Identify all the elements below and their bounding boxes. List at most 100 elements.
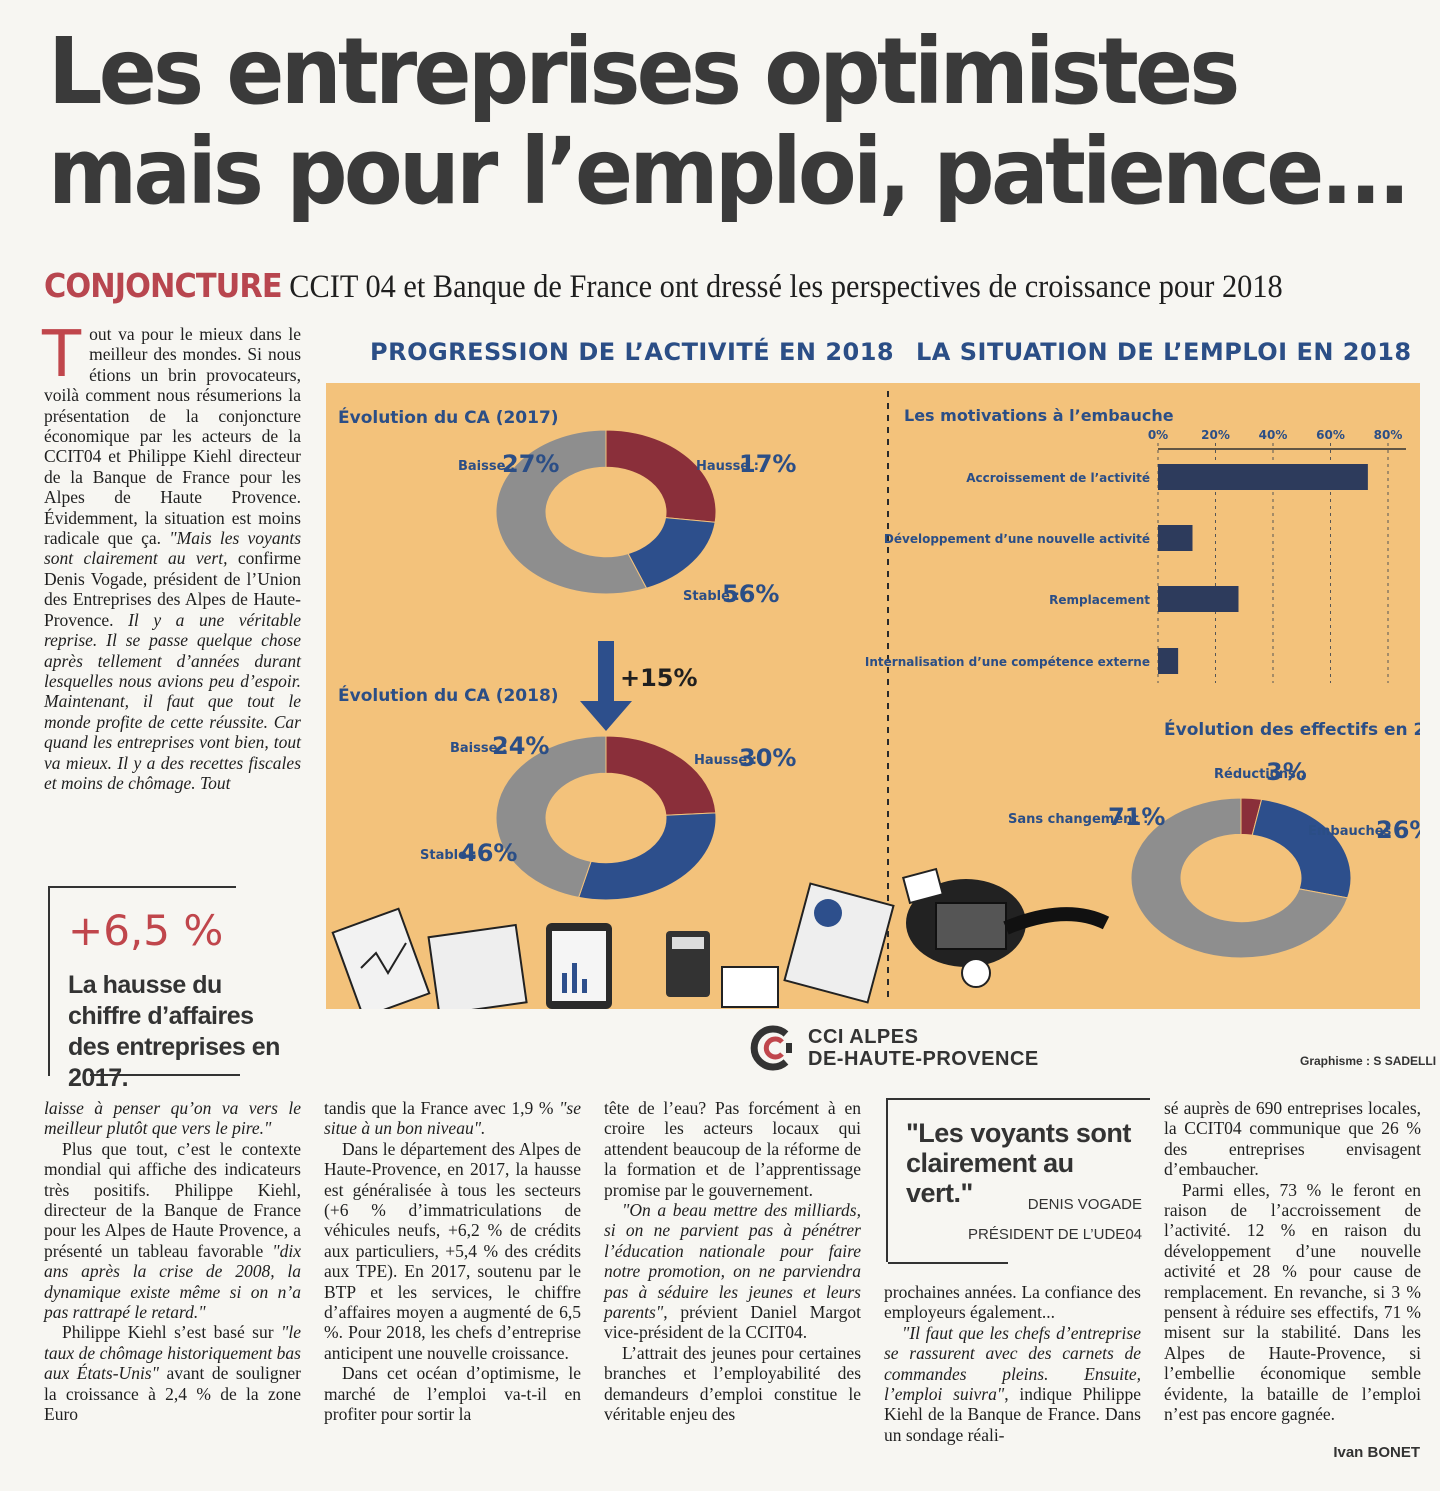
pull-quote-text: "Les voyants sont clairement au vert.": [906, 1118, 1131, 1208]
cci-logo: CCI ALPES DE-HAUTE-PROVENCE: [748, 1024, 1048, 1072]
intro-attribution: confirme Denis Vogade, président de l’Un…: [44, 548, 301, 630]
intro-text: out va pour le mieux dans le meilleur de…: [44, 324, 301, 549]
effectifs-sans-label: Sans changement :: [1008, 812, 1148, 827]
callout-rule-bottom: [90, 1074, 240, 1076]
subheadline: CONJONCTURE CCIT 04 et Banque de France …: [44, 266, 1314, 306]
slice-hausse: [577, 812, 717, 901]
col4-p1-rest: , indique Philippe Kiehl de la Banque de…: [884, 1384, 1142, 1445]
tablet-bar-3: [582, 979, 587, 993]
column-3: tête de l’eau? Pas forcément à en croire…: [604, 1098, 861, 1425]
donut-2017-hausse-label: Hausse :: [696, 459, 759, 474]
donut-2018-stable-value: 46%: [460, 839, 517, 867]
headline: Les entreprises optimistes mais pour l’e…: [48, 18, 1411, 225]
callout-text: La hausse du chiffre d’affaires des entr…: [68, 971, 280, 1092]
col1b-p2-text: Philippe Kiehl s’est basé sur: [62, 1322, 282, 1343]
donut-2017-baisse-value: 27%: [502, 450, 559, 478]
kicker: CONJONCTURE: [44, 266, 283, 305]
chart-doodle-icon: [360, 942, 407, 975]
donut-2018-stable-label: Stable :: [420, 848, 477, 863]
slice-sans-changement: [1130, 797, 1349, 959]
cci-logo-line-1: CCI ALPES: [808, 1026, 919, 1048]
column-1-bottom: laisse à penser qu’on va vers le meilleu…: [44, 1098, 301, 1425]
donut-2017: [495, 429, 717, 595]
tick-label: 60%: [1316, 428, 1345, 442]
column-4: prochaines années. La confiance des empl…: [884, 1282, 1141, 1445]
donut-2018-baisse-label: Baisse :: [450, 741, 507, 756]
slice-baisse: [605, 429, 717, 523]
slice-stable: [495, 735, 607, 898]
effectifs-embauches-value: 26%: [1376, 816, 1420, 844]
donut-2018-title: Évolution du CA (2018): [338, 684, 559, 706]
tablet-bar-1: [562, 973, 567, 993]
bar-label: Internalisation d’une compétence externe: [865, 655, 1150, 669]
col1b-p1-text: Plus que tout, c’est le contexte mondial…: [44, 1138, 301, 1261]
effectifs-reductions-value: 3%: [1266, 758, 1307, 786]
person-laptop-icon: [935, 902, 1007, 950]
donut-2018: [495, 735, 717, 901]
donut-2017-baisse-label: Baisse :: [458, 459, 515, 474]
laptop-pie-icon: [814, 899, 842, 927]
tablet-screen: [552, 931, 606, 1001]
col5-p0: sé auprès de 690 entreprises locales, la…: [1164, 1098, 1421, 1180]
col4-p0: prochaines années. La confiance des empl…: [884, 1282, 1141, 1323]
effectifs-reductions-label: Réductions :: [1214, 767, 1305, 782]
column-2: tandis que la France avec 1,9 % "se situ…: [324, 1098, 581, 1425]
infographic-svg: Évolution du CA (2017) Baisse : 27% Haus…: [331, 391, 1440, 1019]
callout-number: +6,5 %: [68, 906, 224, 955]
tick-label: 80%: [1374, 428, 1403, 442]
tick-label: 20%: [1201, 428, 1230, 442]
bar: [1158, 525, 1193, 551]
clipboard-icon: [331, 907, 431, 1019]
bar-label: Développement d’une nouvelle activité: [884, 532, 1150, 546]
col1b-p1-quote: "dix ans après la crise de 2008, la dyna…: [44, 1240, 301, 1323]
headline-line-1: Les entreprises optimistes: [48, 18, 1240, 125]
col1b-p2-quote: "le taux de chômage historiquement bas a…: [44, 1322, 301, 1384]
pull-quote: "Les voyants sont clairement au vert." D…: [886, 1098, 1150, 1264]
paper-stack-icon: [721, 966, 779, 1008]
effectifs-title: Évolution des effectifs en 2018: [1164, 718, 1420, 740]
coffee-cup-icon: [961, 958, 991, 988]
col4-p1-quote: "Il faut que les chefs d’entreprise se r…: [884, 1322, 1141, 1405]
callout-box: +6,5 % La hausse du chiffre d’affaires d…: [48, 886, 280, 1092]
col2-p1: Dans le département des Alpes de Haute-P…: [324, 1138, 581, 1363]
office-illustration: [331, 882, 895, 1019]
donut-2017-title: Évolution du CA (2017): [338, 406, 559, 428]
col1b-p1: Plus que tout, c’est le contexte mondial…: [44, 1139, 301, 1323]
author-byline: Ivan BONET: [1333, 1444, 1420, 1461]
pull-quote-name: DENIS VOGADE: [1027, 1196, 1142, 1213]
subhead-text: CCIT 04 et Banque de France ont dressé l…: [289, 269, 1283, 305]
col3-p0: tête de l’eau? Pas forcément à en croire…: [604, 1098, 861, 1200]
donut-2018-hausse-value: 30%: [739, 744, 796, 772]
arrow-label: +15%: [620, 664, 698, 692]
donut-2018-baisse-value: 24%: [492, 732, 549, 760]
donut-2018-hausse-label: Hausse :: [694, 753, 757, 768]
donut-2017-stable-value: 56%: [722, 580, 779, 608]
effectifs-donut: [1130, 797, 1352, 959]
cci-logo-line-2: DE-HAUTE-PROVENCE: [808, 1048, 1039, 1070]
slice-embauches: [1251, 798, 1352, 899]
donut-2017-hausse-value: 17%: [739, 450, 796, 478]
col4-p1: "Il faut que les chefs d’entreprise se r…: [884, 1323, 1141, 1445]
col5-p1: Parmi elles, 73 % le feront en raison de…: [1164, 1179, 1421, 1425]
bar: [1158, 648, 1179, 674]
arrow-down-icon: [580, 641, 632, 731]
col3-p1: "On a beau mettre des milliards, si on n…: [604, 1200, 861, 1343]
col3-p1-rest: , prévient Daniel Margot vice-président …: [604, 1302, 861, 1343]
col2-p0-quote: "se situe à un bon niveau".: [324, 1098, 581, 1139]
motivations-bar-chart: 0% 20% 40% 60% 80% Accroissement de l’activit…: [865, 428, 1406, 683]
person-illustration: [901, 867, 1110, 988]
pull-quote-role: PRÉSIDENT DE L’UDE04: [968, 1226, 1142, 1243]
bar: [1158, 586, 1239, 612]
drop-cap: T: [42, 318, 82, 392]
cci-logo-icon: [750, 1025, 792, 1071]
laptop-icon: [783, 882, 895, 1004]
headline-line-2: mais pour l’emploi, patience...: [48, 118, 1411, 225]
tablet-bar-2: [572, 963, 577, 993]
effectifs-sans-value: 71%: [1108, 803, 1165, 831]
bar-label: Accroissement de l’activité: [966, 471, 1150, 485]
slice-baisse: [605, 735, 717, 816]
slice-stable: [495, 429, 648, 595]
person-leg: [1003, 907, 1110, 935]
quote-vogade-start: "Mais les voyants sont clairement au ver…: [44, 528, 302, 569]
